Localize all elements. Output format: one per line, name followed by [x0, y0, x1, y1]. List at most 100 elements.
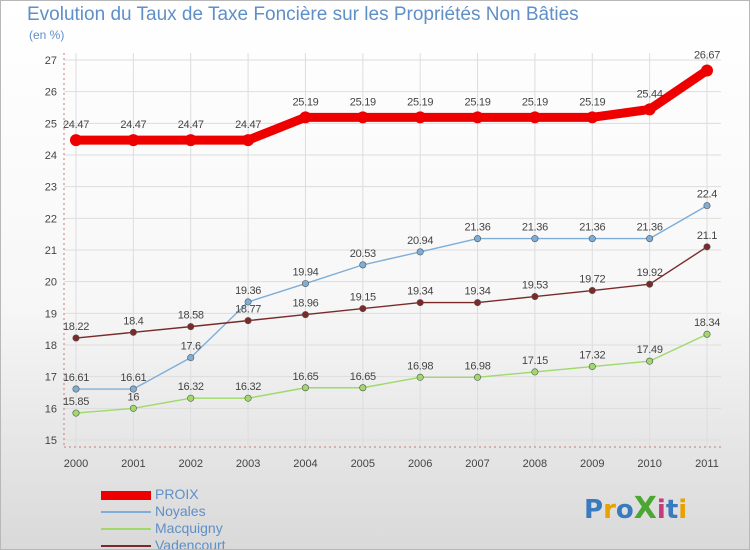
unit-label: (en %) [29, 28, 65, 42]
y-tick-label: 23 [45, 182, 57, 194]
data-point [474, 299, 482, 307]
data-label: 16.98 [465, 360, 491, 372]
data-point [703, 243, 711, 251]
y-tick-label: 18 [45, 340, 57, 352]
logo-letter: X [633, 491, 657, 526]
x-tick-label: 2000 [64, 458, 88, 470]
x-tick-label: 2005 [351, 458, 375, 470]
x-tick-label: 2004 [293, 458, 317, 470]
data-label: 24.47 [235, 119, 261, 131]
data-label: 15.85 [63, 396, 89, 408]
legend-swatch [101, 490, 151, 500]
x-tick-label: 2011 [695, 458, 719, 470]
data-point [531, 235, 539, 243]
data-label: 18.34 [694, 317, 720, 329]
y-tick-label: 16 [45, 403, 57, 415]
data-label: 25.19 [292, 96, 318, 108]
data-label: 16.98 [407, 360, 433, 372]
data-label: 22.4 [697, 189, 717, 201]
data-label: 19.34 [465, 286, 491, 298]
data-label: 20.94 [407, 235, 433, 247]
data-label: 17.32 [579, 350, 605, 362]
data-point [531, 368, 539, 376]
data-point [646, 357, 654, 365]
legend-swatch [101, 528, 151, 530]
y-tick-label: 27 [45, 55, 57, 67]
logo-letter: t [665, 495, 679, 525]
data-label: 19.92 [637, 267, 663, 279]
x-tick-label: 2007 [465, 458, 489, 470]
series-line-noyales [75, 204, 708, 390]
data-point [359, 305, 367, 313]
data-label: 20.53 [350, 248, 376, 260]
data-label: 25.19 [350, 96, 376, 108]
y-tick-label: 17 [45, 372, 57, 384]
data-point [129, 328, 137, 336]
data-point [416, 299, 424, 307]
data-point [244, 394, 252, 402]
x-tick-label: 2006 [408, 458, 432, 470]
data-point [72, 334, 80, 342]
data-label: 25.19 [465, 96, 491, 108]
data-point [528, 111, 541, 124]
data-label: 24.47 [178, 119, 204, 131]
y-tick-label: 21 [45, 245, 57, 257]
data-label: 21.36 [579, 222, 605, 234]
data-label: 24.47 [63, 119, 89, 131]
data-point [701, 64, 713, 77]
data-label: 16.65 [292, 371, 318, 383]
data-label: 17.6 [181, 341, 201, 353]
data-point [301, 311, 309, 319]
data-point [129, 385, 137, 393]
data-label: 16.61 [63, 372, 89, 384]
data-point [531, 293, 539, 301]
data-point [646, 235, 654, 243]
data-point [72, 385, 80, 393]
data-label: 25.19 [407, 96, 433, 108]
y-tick-label: 19 [45, 308, 57, 320]
data-point [588, 287, 596, 295]
data-label: 26.67 [694, 49, 720, 61]
legend-label: PROIX [155, 486, 199, 502]
legend-swatch [101, 511, 151, 513]
data-point [586, 111, 599, 124]
data-point [127, 134, 140, 147]
data-label: 17.49 [637, 344, 663, 356]
legend-label: Noyales [155, 503, 206, 519]
data-label: 16 [128, 391, 140, 403]
data-point [129, 404, 137, 412]
data-label: 21.1 [697, 230, 717, 242]
data-label: 21.36 [522, 222, 548, 234]
series-line-macquigny [75, 333, 708, 414]
data-label: 19.15 [350, 292, 376, 304]
data-point [471, 111, 484, 124]
data-point [588, 235, 596, 243]
data-point [244, 298, 252, 306]
data-point [474, 373, 482, 381]
data-point [301, 384, 309, 392]
chart-title: Evolution du Taux de Taxe Foncière sur l… [27, 4, 579, 25]
series-line-proix [71, 65, 712, 145]
data-point [184, 134, 197, 147]
x-tick-label: 2009 [580, 458, 604, 470]
data-point [244, 317, 252, 325]
y-tick-label: 24 [45, 150, 57, 162]
logo-letter: P [584, 495, 604, 525]
x-tick-label: 2010 [637, 458, 661, 470]
series-line-vadencourt [75, 246, 708, 339]
data-point [416, 373, 424, 381]
data-label: 18.4 [123, 315, 143, 327]
data-point [643, 103, 656, 116]
data-label: 25.19 [522, 96, 548, 108]
data-label: 18.58 [178, 310, 204, 322]
data-point [187, 323, 195, 331]
data-label: 16.65 [350, 371, 376, 383]
data-point [703, 202, 711, 210]
x-tick-label: 2003 [236, 458, 260, 470]
y-tick-label: 22 [45, 213, 57, 225]
data-point [414, 111, 427, 124]
data-point [359, 384, 367, 392]
legend-swatch [101, 545, 151, 547]
y-tick-label: 15 [45, 435, 57, 447]
